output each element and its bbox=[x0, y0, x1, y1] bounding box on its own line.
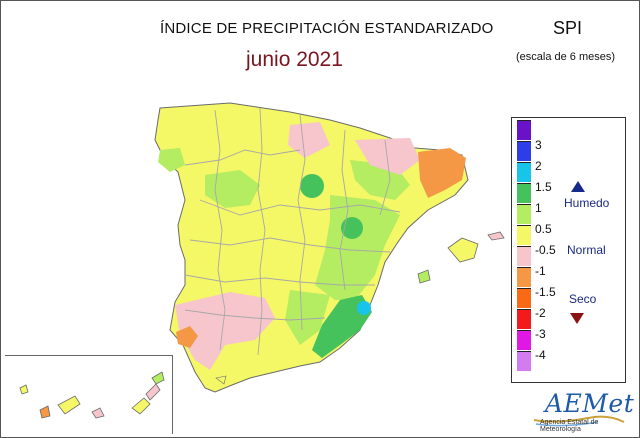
wet-arrow-icon bbox=[571, 181, 585, 192]
balearic-menorca bbox=[487, 231, 505, 241]
region-pale-green-castilla bbox=[205, 170, 260, 208]
region-pink-andalucia bbox=[175, 292, 275, 370]
aemet-logo-icon bbox=[533, 415, 625, 427]
legend-tick: -4 bbox=[535, 348, 546, 362]
region-orange-huelva bbox=[176, 326, 198, 348]
legend-tick: 3 bbox=[535, 138, 542, 152]
region-pink-rioja bbox=[288, 122, 330, 158]
canary-islands bbox=[19, 371, 165, 419]
scale-note: (escala de 6 meses) bbox=[516, 51, 616, 63]
ceuta bbox=[215, 375, 227, 385]
legend-tick: 2 bbox=[535, 159, 542, 173]
legend-tick: -0.5 bbox=[535, 243, 556, 257]
logo-subtitle: Agencia Estatal de Meteorología bbox=[540, 419, 599, 433]
region-pale-green-galicia bbox=[158, 148, 185, 172]
legend-tick: 1 bbox=[535, 201, 542, 215]
legend-swatch-2 bbox=[517, 162, 531, 182]
legend-swatch-7 bbox=[517, 267, 531, 287]
region-green-murcia bbox=[312, 295, 372, 358]
index-name: SPI bbox=[553, 18, 583, 38]
region-orange-catalonia bbox=[418, 148, 466, 198]
legend-normal-label: Normal bbox=[567, 243, 606, 257]
legend-tick: 1.5 bbox=[535, 180, 552, 194]
legend-tick: -1.5 bbox=[535, 285, 556, 299]
legend-tick: 0.5 bbox=[535, 222, 552, 236]
region-green-cuenca bbox=[341, 217, 363, 239]
legend-swatch-8 bbox=[517, 288, 531, 308]
legend-swatch-1 bbox=[517, 141, 531, 161]
legend-swatch-4 bbox=[517, 204, 531, 224]
region-pale-green-south bbox=[285, 290, 330, 345]
legend-swatch-11 bbox=[517, 351, 531, 371]
legend-swatch-6 bbox=[517, 246, 531, 266]
legend-tick: -1 bbox=[535, 264, 546, 278]
logo-wordmark: AEMet bbox=[545, 389, 635, 418]
region-pale-green-east bbox=[315, 195, 400, 300]
dry-arrow-icon bbox=[570, 313, 584, 324]
map-subtitle: junio 2021 bbox=[246, 48, 343, 71]
legend-tick: -3 bbox=[535, 327, 546, 341]
legend-swatch-10 bbox=[517, 330, 531, 350]
legend: 3 2 1.5 1 0.5 -0.5 -1 -1.5 -2 -3 -4 Hume… bbox=[511, 117, 626, 383]
legend-wet-label: Humedo bbox=[564, 196, 610, 210]
balearic-ibiza bbox=[417, 269, 431, 284]
balearic-mallorca bbox=[447, 237, 479, 263]
legend-dry-label: Seco bbox=[569, 292, 597, 306]
canary-inset-frame bbox=[5, 355, 173, 434]
legend-swatch-3 bbox=[517, 183, 531, 203]
region-green-burgos bbox=[300, 174, 324, 198]
legend-swatch-9 bbox=[517, 309, 531, 329]
legend-swatch-0 bbox=[517, 120, 531, 140]
legend-swatch-5 bbox=[517, 225, 531, 245]
legend-tick: -2 bbox=[535, 306, 546, 320]
region-cyan-alicante bbox=[357, 301, 371, 315]
map-title: ÍNDICE DE PRECIPITACIÓN ESTANDARIZADO bbox=[160, 20, 494, 37]
province-boundaries bbox=[184, 107, 401, 356]
